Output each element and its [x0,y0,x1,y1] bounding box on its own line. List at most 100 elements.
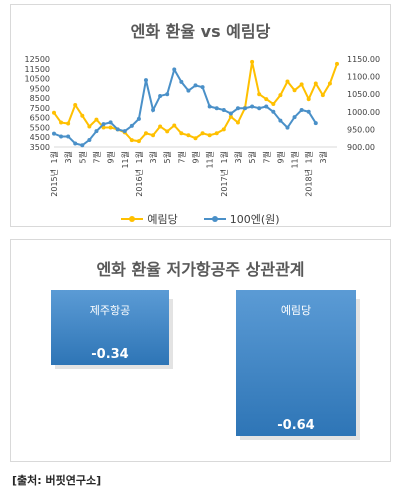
data-point-yen [151,108,156,113]
legend-label-yerimdang: 예림당 [147,213,178,226]
data-point-yerimdang [129,138,134,143]
bar-yerimdang: 예림당 -0.64 [236,290,356,436]
x-month-tick: 1월 [219,151,229,163]
data-point-yerimdang [264,97,269,102]
x-year-tick: 2018년 [304,169,314,197]
data-point-yerimdang [271,101,276,106]
chart-title: 엔화 환율 vs 예림당 [130,22,271,41]
y-left-tick: 4500 [30,133,50,142]
line-chart-svg: 3500450055006500750085009500105001150012… [25,55,381,197]
x-month-tick: 1월 [304,151,314,163]
data-point-yerimdang [158,124,163,129]
x-month-tick: 9월 [275,151,285,163]
y-left-tick: 9500 [30,84,50,93]
y-left-tick: 5500 [30,123,50,132]
data-point-yen [228,111,233,116]
y-right-tick: 1000.00 [347,108,380,117]
data-point-yen [221,108,226,113]
data-point-yerimdang [151,133,156,138]
data-point-yen [129,123,134,128]
y-right-tick: 950.00 [347,125,375,134]
data-point-yen [292,115,297,120]
data-point-yerimdang [327,81,332,86]
y-right-tick: 1050.00 [347,90,380,99]
data-point-yerimdang [172,123,177,128]
data-point-yen [193,83,198,88]
data-point-yen [257,106,262,111]
data-point-yen [158,93,163,98]
x-month-tick: 11월 [290,151,300,169]
bar-label-jeju-air: 제주항공 [89,304,131,317]
bar-jeju-air: 제주항공 -0.34 [51,290,169,365]
y-left-tick: 12500 [25,55,50,64]
x-year-tick: 2016년 [134,169,144,197]
data-point-yerimdang [228,114,233,119]
x-year-tick: 2017년 [219,169,229,197]
x-month-tick: 7월 [176,151,186,163]
x-month-tick: 1월 [134,151,144,163]
y-left-tick: 8500 [30,94,50,103]
data-point-yerimdang [214,131,219,136]
data-point-yerimdang [257,92,262,97]
data-point-yerimdang [320,93,325,98]
x-month-tick: 11월 [120,151,130,169]
data-point-yen [306,109,311,114]
line-chart-panel: 엔화 환율 vs 예림당 3500 4500 5500 6500 7500 8500 950… [10,4,391,227]
data-point-yerimdang [186,133,191,138]
data-point-yen [101,122,106,127]
data-point-yerimdang [165,129,170,134]
data-point-yen [179,79,184,84]
data-point-yen [143,78,148,83]
bar-chart-panel: 엔화 환율 저가항공주 상관관계 제주항공 -0.34 예림당 -0.64 [10,239,391,462]
data-point-yen [278,118,283,123]
legend-swatch-blue [203,214,226,224]
data-point-yerimdang [66,121,71,126]
x-month-tick: 9월 [106,151,116,163]
data-point-yerimdang [52,110,56,115]
data-point-yen [200,85,205,90]
data-point-yen [243,106,248,111]
data-point-yen [108,120,113,125]
data-point-yerimdang [143,131,148,136]
y-left-tick: 3500 [30,143,50,152]
data-point-yen [59,134,64,139]
data-point-yerimdang [250,59,255,64]
data-point-yerimdang [235,120,240,125]
data-point-yen [165,92,170,97]
data-point-yerimdang [87,124,92,129]
data-point-yerimdang [313,81,318,86]
x-month-tick: 7월 [261,151,271,163]
data-point-yerimdang [221,127,226,132]
y-left-tick: 11500 [25,65,50,74]
x-year-tick: 2015년 [49,169,59,197]
y-right-tick: 1100.00 [347,73,380,82]
data-point-yerimdang [179,131,184,136]
bar-value-jeju-air: -0.34 [91,347,129,362]
legend-item-yerimdang: 예림당 [121,211,178,227]
source-note: [출처: 버핏연구소] [12,474,102,487]
data-point-yerimdang [59,120,64,125]
x-month-tick: 1월 [49,151,59,163]
data-point-yen [122,129,127,134]
data-point-yen [250,104,255,109]
data-point-yen [285,125,290,130]
data-point-yen [94,129,99,134]
data-point-yerimdang [292,88,297,93]
legend-label-yen: 100엔(원) [229,213,280,226]
data-point-yen [87,137,92,142]
bar-chart-title: 엔화 환율 저가항공주 상관관계 [96,260,305,279]
x-month-tick: 3월 [63,151,73,163]
x-month-tick: 3월 [148,151,158,163]
data-point-yen [52,131,56,136]
data-point-yen [235,106,240,111]
x-month-tick: 7월 [91,151,101,163]
data-point-yerimdang [278,93,283,98]
data-point-yerimdang [200,131,205,136]
data-point-yen [172,67,177,72]
legend-swatch-yellow [121,214,144,224]
x-month-tick: 11월 [205,151,215,169]
y-right-tick: 1150.00 [347,55,380,64]
y-left-tick: 10500 [25,75,50,84]
data-point-yerimdang [193,136,198,141]
data-point-yerimdang [335,61,339,66]
